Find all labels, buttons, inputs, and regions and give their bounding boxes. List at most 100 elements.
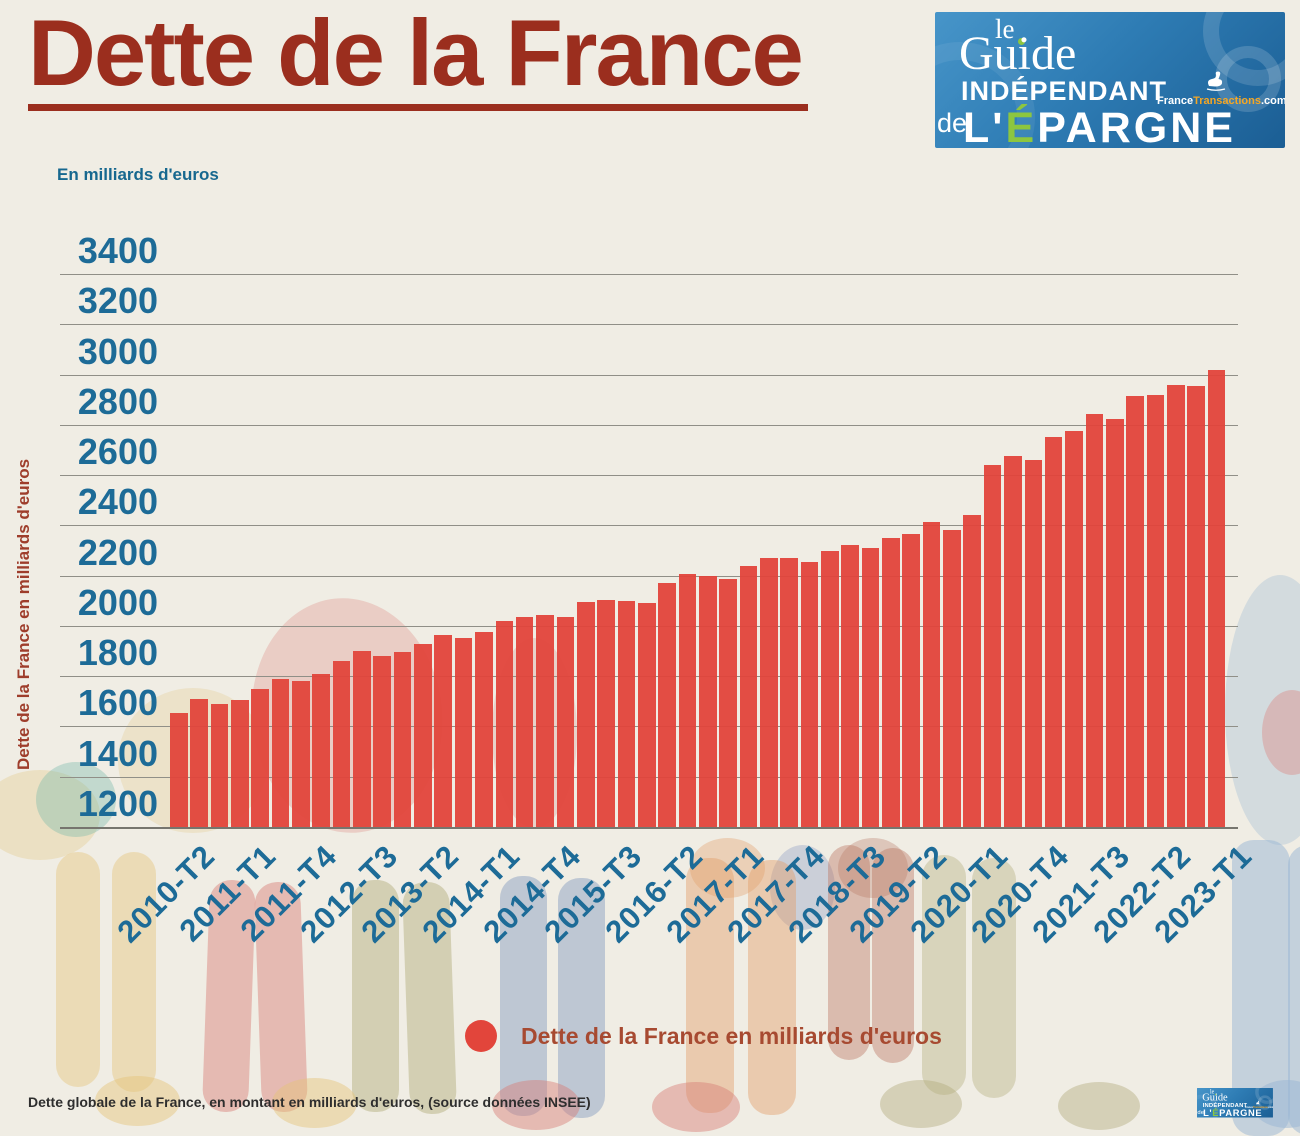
bar-2014-T4[interactable]: [536, 614, 554, 827]
bar-2016-T1[interactable]: [637, 603, 656, 827]
bar-2013-T3[interactable]: [434, 634, 453, 827]
bar-2018-T4[interactable]: [861, 547, 880, 827]
bar-2016-T3[interactable]: [678, 574, 697, 827]
brand-logo-mini[interactable]: le Guide INDÉPENDANT FranceTransactions.…: [1197, 1088, 1273, 1133]
swan-icon: [1203, 70, 1229, 92]
gridline: [60, 827, 1238, 829]
bar-2016-T2[interactable]: [658, 583, 676, 827]
bar-2018-T3[interactable]: [841, 545, 859, 827]
bar-2012-T4[interactable]: [373, 656, 392, 827]
brand-logo[interactable]: le Guide INDÉPENDANT FranceTransactions.…: [935, 12, 1285, 148]
y-tick-label: 2400: [77, 481, 158, 523]
bar-2010-T2[interactable]: [170, 712, 188, 827]
bar-2017-T4[interactable]: [780, 558, 798, 827]
background-figure: [770, 845, 835, 930]
bar-2012-T2[interactable]: [332, 661, 351, 827]
logo-word-le: le: [1210, 1088, 1215, 1095]
gridline: [60, 274, 1238, 275]
bar-2020-T1[interactable]: [963, 515, 982, 827]
background-figure: [872, 848, 914, 1063]
bar-2022-T2[interactable]: [1146, 394, 1165, 827]
background-figure: [880, 1080, 962, 1128]
bar-2021-T4[interactable]: [1105, 418, 1124, 827]
bar-2021-T2[interactable]: [1065, 431, 1083, 827]
bar-2022-T3[interactable]: [1166, 384, 1185, 827]
bar-2019-T3[interactable]: [922, 521, 941, 827]
background-figure: [690, 838, 765, 898]
bar-2015-T1[interactable]: [556, 617, 575, 827]
bar-2014-T2[interactable]: [495, 620, 514, 827]
background-figure: [0, 770, 100, 860]
bar-2022-T4[interactable]: [1187, 385, 1205, 827]
background-figure: [558, 878, 605, 1118]
y-tick-label: 1200: [77, 783, 158, 824]
gridline: [60, 525, 1238, 527]
bar-2020-T2[interactable]: [983, 465, 1002, 827]
bar-2016-T4[interactable]: [698, 575, 717, 827]
bar-2013-T4[interactable]: [454, 638, 473, 827]
bar-2012-T3[interactable]: [353, 651, 371, 827]
bar-2017-T1[interactable]: [719, 579, 737, 827]
bar-2020-T4[interactable]: [1024, 460, 1043, 827]
bar-2012-T1[interactable]: [312, 673, 331, 827]
logo-green-dot: [1018, 38, 1025, 45]
logo-site-transactions: Transactions: [1193, 95, 1261, 107]
bar-2015-T3[interactable]: [597, 599, 615, 827]
background-figure: [500, 876, 547, 1116]
background-figure: [652, 1082, 740, 1132]
background-figure: [492, 1080, 580, 1130]
gridline: [60, 324, 1238, 326]
bar-2023-T1[interactable]: [1207, 369, 1226, 827]
y-tick-label: 3000: [77, 330, 158, 372]
background-figure: [838, 838, 908, 898]
bar-2011-T2[interactable]: [251, 688, 269, 827]
bar-2010-T3[interactable]: [190, 698, 208, 827]
chart-legend: Dette de la France en milliards d'euros: [465, 1020, 942, 1052]
bar-2019-T2[interactable]: [902, 534, 921, 827]
y-axis-title: Dette de la France en milliards d'euros: [14, 458, 33, 770]
background-figure: [36, 762, 116, 837]
bar-2021-T3[interactable]: [1085, 413, 1104, 827]
bar-2011-T4[interactable]: [292, 681, 310, 827]
logo-site-text: FranceTransactions.com: [1245, 1106, 1273, 1109]
bar-2019-T4[interactable]: [943, 530, 961, 827]
logo-word-le: le: [995, 14, 1015, 44]
logo-word-epargne: L'ÉPARGNE: [963, 104, 1236, 148]
bar-2015-T2[interactable]: [576, 602, 595, 827]
bar-2013-T1[interactable]: [393, 652, 412, 827]
background-figure: [352, 880, 399, 1112]
y-tick-label: 1600: [77, 682, 158, 724]
background-figure: [748, 860, 796, 1115]
background-figure: [1058, 1082, 1140, 1130]
logo-ring-decoration: [1197, 1094, 1219, 1118]
logo-site-france: France: [1245, 1106, 1254, 1109]
bar-2018-T2[interactable]: [821, 550, 839, 827]
bar-2015-T4[interactable]: [617, 600, 636, 827]
bar-2014-T3[interactable]: [515, 617, 534, 827]
y-tick-label: 2800: [77, 380, 158, 422]
bar-2017-T2[interactable]: [739, 565, 758, 827]
source-note: Dette globale de la France, en montant e…: [28, 1094, 591, 1110]
bar-2014-T1[interactable]: [475, 632, 493, 827]
background-figure: [828, 845, 870, 1060]
page-title: Dette de la France: [28, 6, 808, 111]
gridline: [60, 424, 1238, 426]
brand-logo[interactable]: le Guide INDÉPENDANT FranceTransactions.…: [1197, 1088, 1273, 1118]
bar-2020-T3[interactable]: [1004, 456, 1022, 827]
background-figure: [95, 1076, 180, 1126]
legend-marker-dot: [465, 1020, 497, 1052]
y-tick-label: 1400: [77, 732, 158, 774]
bar-2013-T2[interactable]: [414, 643, 432, 827]
bar-2011-T1[interactable]: [231, 700, 249, 827]
bar-2022-T1[interactable]: [1126, 395, 1144, 827]
bar-2018-T1[interactable]: [800, 561, 819, 827]
bar-2010-T4[interactable]: [210, 703, 229, 827]
bar-2019-T1[interactable]: [882, 537, 900, 827]
bar-2011-T3[interactable]: [271, 678, 290, 827]
chart-unit-label: En milliards d'euros: [57, 165, 219, 184]
bar-2017-T3[interactable]: [760, 558, 778, 827]
bar-2021-T1[interactable]: [1044, 437, 1063, 827]
logo-site-france: France: [1157, 95, 1194, 107]
background-figure: [56, 852, 100, 1087]
